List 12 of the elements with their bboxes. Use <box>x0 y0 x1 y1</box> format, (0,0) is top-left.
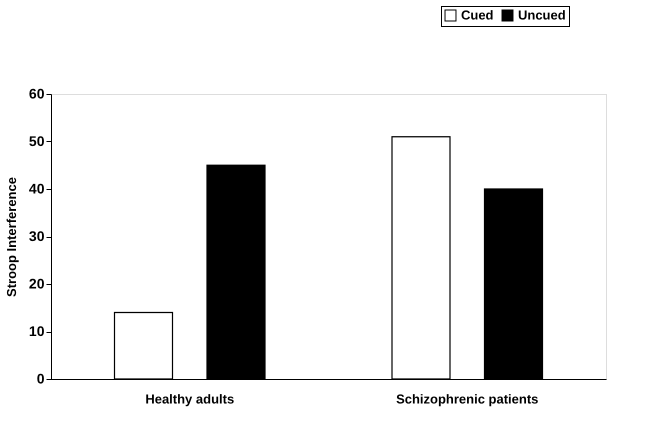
x-tick-label: Schizophrenic patients <box>396 392 538 406</box>
y-tick-label: 60 <box>28 86 45 102</box>
y-tick-label: 30 <box>28 228 45 244</box>
x-tick-label: Healthy adults <box>145 392 234 406</box>
y-axis-title: Stroop Interference <box>4 177 19 297</box>
legend-label: Cued <box>461 8 494 23</box>
y-tick-label: 50 <box>28 133 45 149</box>
legend-label: Uncued <box>518 8 566 23</box>
y-tick-label: 10 <box>28 323 45 339</box>
y-tick-label: 20 <box>28 276 45 292</box>
y-tick-label: 0 <box>36 370 45 386</box>
y-tick-label: 40 <box>28 180 45 196</box>
